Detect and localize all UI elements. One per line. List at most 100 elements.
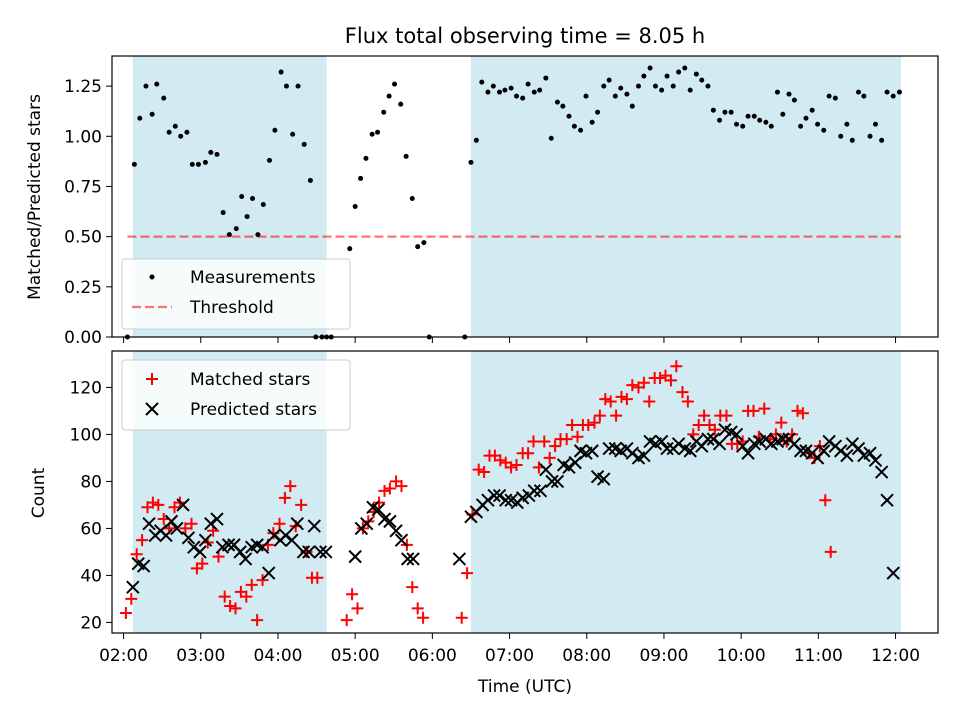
measurement-point <box>734 121 740 127</box>
matched-star-point <box>522 447 535 460</box>
predicted-star-point <box>735 439 750 453</box>
x-tick-label: 05:00 <box>331 646 380 666</box>
measurement-point <box>768 123 774 129</box>
measurement-point <box>803 115 809 121</box>
legend-predicted-label: Predicted stars <box>190 400 317 420</box>
measurement-point <box>687 87 693 93</box>
measurement-point <box>363 155 369 161</box>
measurement-point <box>233 226 239 232</box>
measurement-point <box>571 123 577 129</box>
matched-star-point <box>758 402 771 415</box>
top-y-axis-label: Matched/Predicted stars <box>25 94 45 300</box>
predicted-star-point <box>360 517 374 531</box>
predicted-star-point <box>296 545 311 559</box>
legend-predicted-marker <box>145 402 159 416</box>
x-tick-label: 06:00 <box>408 646 457 666</box>
matched-star-point <box>543 451 556 464</box>
predicted-star-point <box>793 444 808 458</box>
predicted-star-point <box>389 524 403 538</box>
bottom-y-tick-label: 100 <box>70 425 102 445</box>
measurement-point <box>415 244 421 250</box>
predicted-star-point <box>602 441 616 456</box>
matched-star-point <box>708 423 721 436</box>
predicted-star-point <box>198 533 213 547</box>
predicted-star-point <box>712 437 727 451</box>
matched-star-point <box>212 550 225 563</box>
measurement-point <box>154 81 160 87</box>
predicted-star-point <box>498 493 513 507</box>
measurement-point <box>676 69 682 75</box>
top-legend: Measurements Threshold <box>121 258 351 330</box>
measurement-point <box>543 75 549 81</box>
x-tick-label: 11:00 <box>794 646 843 666</box>
measurement-point <box>485 89 491 95</box>
x-tick-label: 07:00 <box>485 646 534 666</box>
matched-star-point <box>698 409 711 422</box>
matched-star-point <box>654 372 667 385</box>
measurement-point <box>352 204 358 210</box>
measurement-point <box>272 127 278 133</box>
predicted-star-point <box>371 502 386 517</box>
matched-star-point <box>224 599 237 612</box>
measurement-point <box>832 95 838 101</box>
measurement-point <box>497 89 503 95</box>
legend-measurements-label: Measurements <box>190 268 316 288</box>
predicted-star-point <box>452 552 467 566</box>
measurement-point <box>172 123 178 129</box>
measurement-point <box>278 69 284 75</box>
predicted-star-point <box>204 517 218 531</box>
predicted-star-point <box>319 545 333 559</box>
measurement-point <box>479 79 485 85</box>
measurement-point <box>601 83 607 89</box>
matched-star-point <box>229 602 242 615</box>
x-tick-label: 09:00 <box>639 646 688 666</box>
measurement-point <box>490 83 496 89</box>
predicted-star-point <box>492 488 507 503</box>
predicted-star-point <box>683 444 697 458</box>
matched-star-point <box>676 386 689 399</box>
measurement-point <box>307 177 313 183</box>
predicted-star-point <box>729 427 744 442</box>
matched-star-point <box>311 571 324 584</box>
measurement-point <box>798 123 804 129</box>
measurement-point <box>290 131 296 137</box>
matched-star-point <box>185 517 198 530</box>
measurement-point <box>226 232 232 238</box>
matched-star-point <box>571 430 584 443</box>
predicted-star-point <box>840 448 854 463</box>
top-x-axis-ticks <box>123 337 897 343</box>
measurement-point <box>751 113 757 119</box>
predicted-star-point <box>348 549 362 564</box>
matched-star-point <box>256 574 269 587</box>
predicted-star-point <box>221 538 236 552</box>
predicted-star-point <box>278 528 293 543</box>
measurement-point <box>537 87 543 93</box>
measurement-point <box>652 83 658 89</box>
bottom-axes-frame <box>111 350 939 634</box>
x-axis-label: Time (UTC) <box>477 677 572 697</box>
top-y-tick-label: 0.00 <box>64 328 102 348</box>
x-tick-label: 02:00 <box>99 646 148 666</box>
measurement-point <box>392 81 398 87</box>
matched-star-point <box>152 498 165 511</box>
measurement-point <box>838 133 844 139</box>
predicted-star-point <box>625 446 640 460</box>
measurement-point <box>578 127 584 133</box>
matched-star-point <box>582 419 595 432</box>
chart-title: Flux total observing time = 8.05 h <box>345 24 705 48</box>
measurement-point <box>740 123 746 129</box>
measurement-point <box>260 202 266 208</box>
x-tick-label: 10:00 <box>717 646 766 666</box>
measurement-point <box>161 95 167 101</box>
matched-star-point <box>637 376 650 389</box>
measurement-point <box>143 83 149 89</box>
matched-star-point <box>373 496 386 509</box>
measurement-point <box>295 83 301 89</box>
measurement-point <box>301 141 307 147</box>
predicted-star-point <box>880 493 894 507</box>
measurement-point <box>421 240 427 246</box>
matched-star-point <box>125 592 138 605</box>
predicted-star-point <box>181 531 196 545</box>
predicted-star-point <box>706 432 721 446</box>
shaded-interval-1 <box>470 56 901 337</box>
